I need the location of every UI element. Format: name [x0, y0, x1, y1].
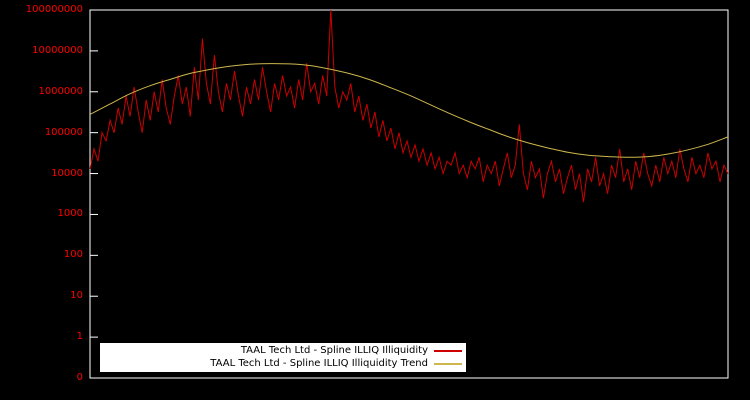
series-trend-line: [89, 63, 729, 158]
y-tick-label: 100000: [44, 126, 83, 138]
y-tick-label: 1000000: [38, 85, 83, 97]
y-tick-label: 10000: [51, 167, 83, 179]
legend-label-illiquidity: TAAL Tech Ltd - Spline ILLIQ Illiquidity: [240, 344, 428, 356]
legend-label-trend: TAAL Tech Ltd - Spline ILLIQ Illiquidity…: [210, 357, 428, 369]
legend-line-sample-yellow: [434, 362, 462, 365]
y-tick-label: 100000000: [25, 4, 83, 15]
series-illiquidity-line: [89, 9, 729, 203]
y-tick-label: 10: [70, 290, 83, 302]
y-tick-label: 100: [63, 249, 83, 261]
y-tick-label: 1000: [57, 208, 83, 220]
legend: TAAL Tech Ltd - Spline ILLIQ Illiquidity…: [100, 343, 466, 372]
plot-border: [89, 9, 729, 379]
legend-line-sample-red: [434, 349, 462, 352]
legend-entry-illiquidity: TAAL Tech Ltd - Spline ILLIQ Illiquidity: [104, 344, 462, 357]
y-tick-label: 0: [76, 372, 83, 383]
y-tick-label: 1: [76, 331, 83, 343]
y-tick-label: 10000000: [32, 44, 83, 56]
legend-entry-trend: TAAL Tech Ltd - Spline ILLIQ Illiquidity…: [104, 357, 462, 370]
